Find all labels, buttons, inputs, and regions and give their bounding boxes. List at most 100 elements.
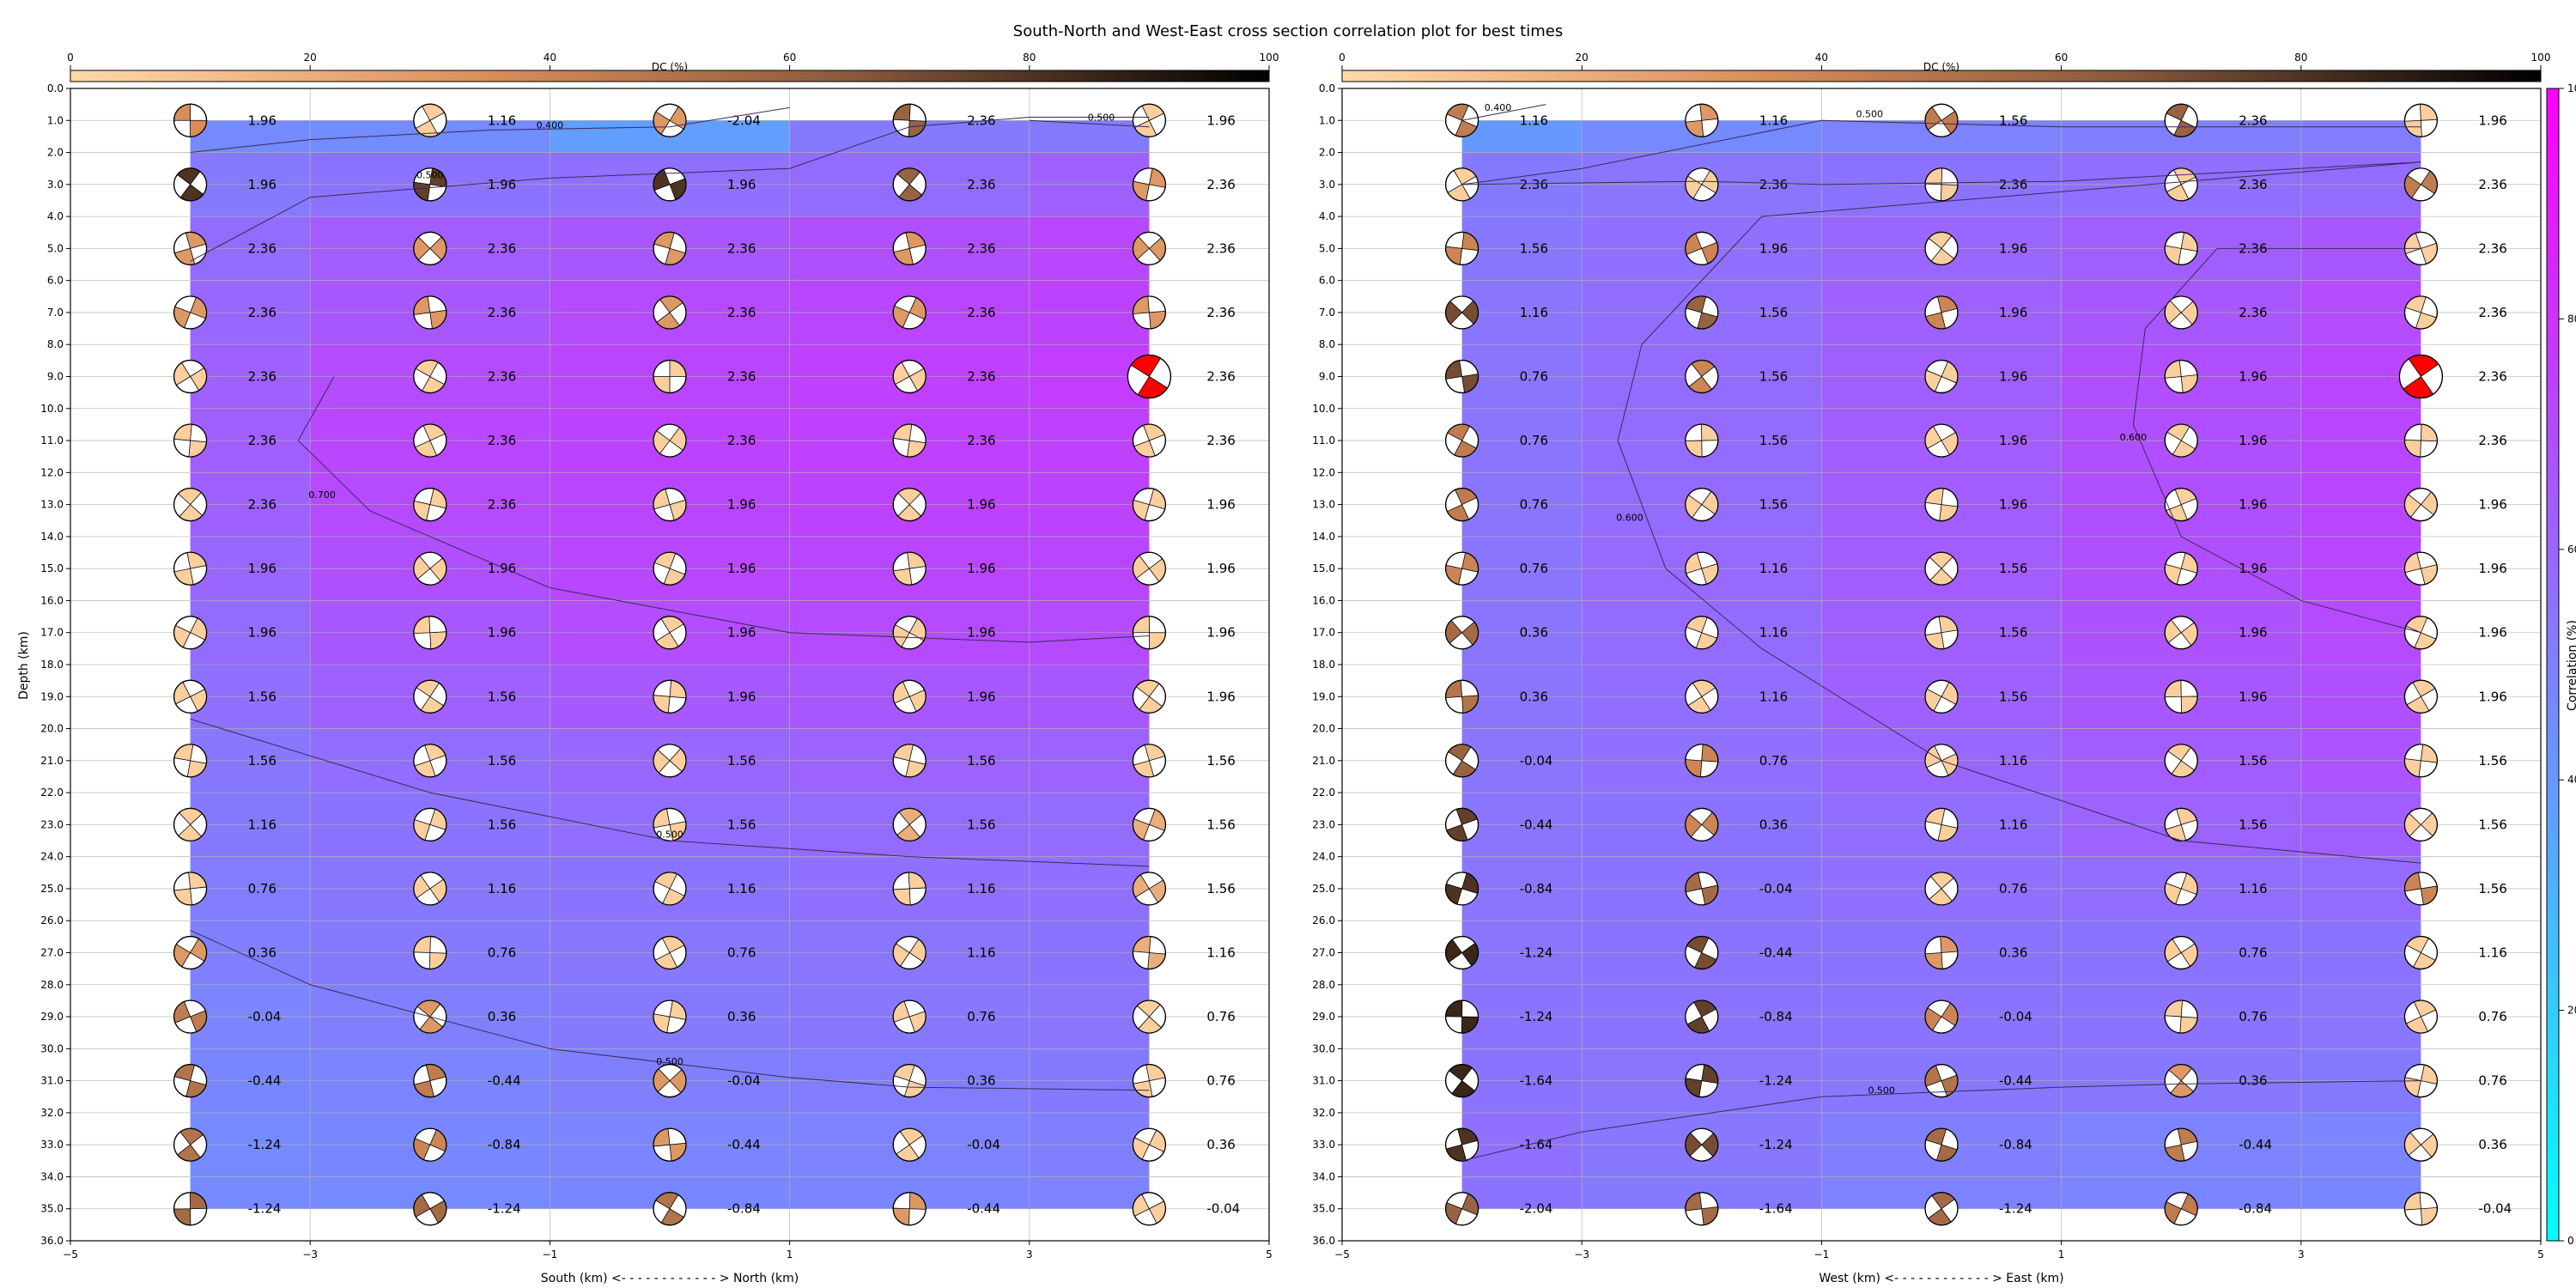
y-tick-label: 2.0 xyxy=(1319,147,1335,159)
magnitude-label: 2.36 xyxy=(2478,305,2506,320)
beachball xyxy=(1924,359,1959,394)
magnitude-label: 1.16 xyxy=(967,945,995,961)
magnitude-label: 2.36 xyxy=(2239,305,2267,320)
magnitude-label: 2.36 xyxy=(727,433,756,448)
magnitude-label: 2.36 xyxy=(967,112,995,128)
magnitude-label: 0.76 xyxy=(1520,561,1548,576)
beachball xyxy=(413,1192,447,1226)
magnitude-label: 1.16 xyxy=(967,881,995,896)
heatmap-cell xyxy=(2300,1176,2421,1209)
y-tick-label: 29.0 xyxy=(1312,1011,1335,1023)
beachball xyxy=(413,231,447,265)
beachball xyxy=(1924,488,1959,522)
contour-line xyxy=(2132,247,2421,634)
beachball xyxy=(173,999,208,1034)
magnitude-label: 1.96 xyxy=(2239,689,2267,704)
y-tick-label: 35.0 xyxy=(1312,1203,1335,1215)
x-tick-label: 1 xyxy=(2058,1249,2065,1261)
beachball xyxy=(2164,616,2198,650)
magnitude-label: 1.56 xyxy=(1520,240,1548,256)
y-tick-label: 33.0 xyxy=(40,1139,64,1151)
beachball xyxy=(1685,616,1719,650)
y-tick-label: 30.0 xyxy=(1312,1042,1335,1054)
y-tick-label: 3.0 xyxy=(1319,179,1335,191)
y-tick-label: 4.0 xyxy=(1319,210,1335,222)
beachball xyxy=(892,1192,927,1226)
magnitude-label: 0.76 xyxy=(2478,1009,2506,1024)
magnitude-label: 1.56 xyxy=(1206,817,1235,832)
y-tick-label: 34.0 xyxy=(1312,1170,1335,1182)
beachball xyxy=(173,679,208,714)
magnitude-label: -0.84 xyxy=(1759,1009,1793,1024)
beachball xyxy=(1132,1127,1167,1162)
beachball xyxy=(173,1127,208,1162)
magnitude-label: 1.56 xyxy=(2239,753,2267,769)
magnitude-label: 2.36 xyxy=(488,240,516,256)
dc-tick-label: 0 xyxy=(1339,52,1346,64)
beachball xyxy=(2403,1192,2438,1226)
magnitude-label: 1.96 xyxy=(2478,689,2506,704)
contour-line xyxy=(190,106,790,154)
beachball xyxy=(1685,1192,1719,1226)
y-tick-label: 10.0 xyxy=(40,403,64,415)
y-tick-label: 12.0 xyxy=(1312,466,1335,478)
y-tick-label: 10.0 xyxy=(1312,403,1335,415)
beachball xyxy=(1924,1127,1959,1162)
magnitude-label: -0.04 xyxy=(1520,753,1553,769)
y-tick-label: 26.0 xyxy=(40,914,64,927)
magnitude-label: 1.96 xyxy=(727,689,756,704)
heatmap-cell xyxy=(1461,120,1583,153)
beachball xyxy=(1685,103,1719,137)
dc-tick-label: 40 xyxy=(544,52,556,64)
beachball xyxy=(1444,1192,1479,1226)
beachball xyxy=(173,551,208,586)
beachball xyxy=(1924,167,1959,202)
magnitude-label: 1.56 xyxy=(248,689,276,704)
y-tick-label: 17.0 xyxy=(40,627,64,639)
contour-label: 0.600 xyxy=(2120,432,2148,443)
beachball xyxy=(1685,1064,1719,1098)
beachball xyxy=(892,359,927,394)
y-tick-label: 16.0 xyxy=(1312,594,1335,606)
beachball xyxy=(2164,679,2198,714)
best-beachball xyxy=(1127,354,1172,399)
y-tick-label: 34.0 xyxy=(40,1170,64,1182)
magnitude-label: 1.96 xyxy=(1759,240,1788,256)
magnitude-label: 1.96 xyxy=(967,689,995,704)
y-tick-label: 13.0 xyxy=(1312,499,1335,511)
beachball xyxy=(892,423,927,458)
y-tick-label: 18.0 xyxy=(40,659,64,671)
beachball xyxy=(2164,295,2198,330)
magnitude-label: 1.16 xyxy=(1206,945,1235,961)
beachball xyxy=(173,488,208,522)
y-tick-label: 25.0 xyxy=(1312,883,1335,895)
contour-label: 0.500 xyxy=(656,1056,683,1067)
beachball xyxy=(1924,872,1959,906)
magnitude-label: 1.96 xyxy=(2478,625,2506,641)
beachball xyxy=(413,167,447,202)
magnitude-label: 1.96 xyxy=(488,177,516,192)
beachball xyxy=(413,423,447,458)
contour-line xyxy=(1461,104,1546,121)
magnitude-label: -1.24 xyxy=(1759,1137,1793,1152)
beachball xyxy=(653,231,687,265)
y-tick-label: 27.0 xyxy=(40,947,64,959)
y-tick-label: 15.0 xyxy=(40,562,64,574)
y-tick-label: 9.0 xyxy=(1319,371,1335,383)
y-tick-label: 24.0 xyxy=(1312,851,1335,863)
beachball xyxy=(413,744,447,778)
magnitude-label: 0.36 xyxy=(1999,945,2027,961)
y-tick-label: 4.0 xyxy=(47,210,64,222)
y-tick-label: 30.0 xyxy=(40,1042,64,1054)
magnitude-label: -1.24 xyxy=(248,1201,282,1217)
beachball xyxy=(1685,872,1719,906)
magnitude-label: 1.56 xyxy=(1206,881,1235,896)
beachball xyxy=(173,231,208,265)
beachball xyxy=(892,551,927,586)
plot-area-right: 0.01.02.03.04.05.06.07.08.09.010.011.012… xyxy=(1312,82,2544,1261)
corr-tick-label: 60 xyxy=(2567,544,2576,556)
magnitude-label: 0.76 xyxy=(248,881,276,896)
magnitude-label: 2.36 xyxy=(1206,369,1235,385)
magnitude-label: 0.36 xyxy=(1759,817,1788,832)
beachball xyxy=(1132,935,1167,970)
